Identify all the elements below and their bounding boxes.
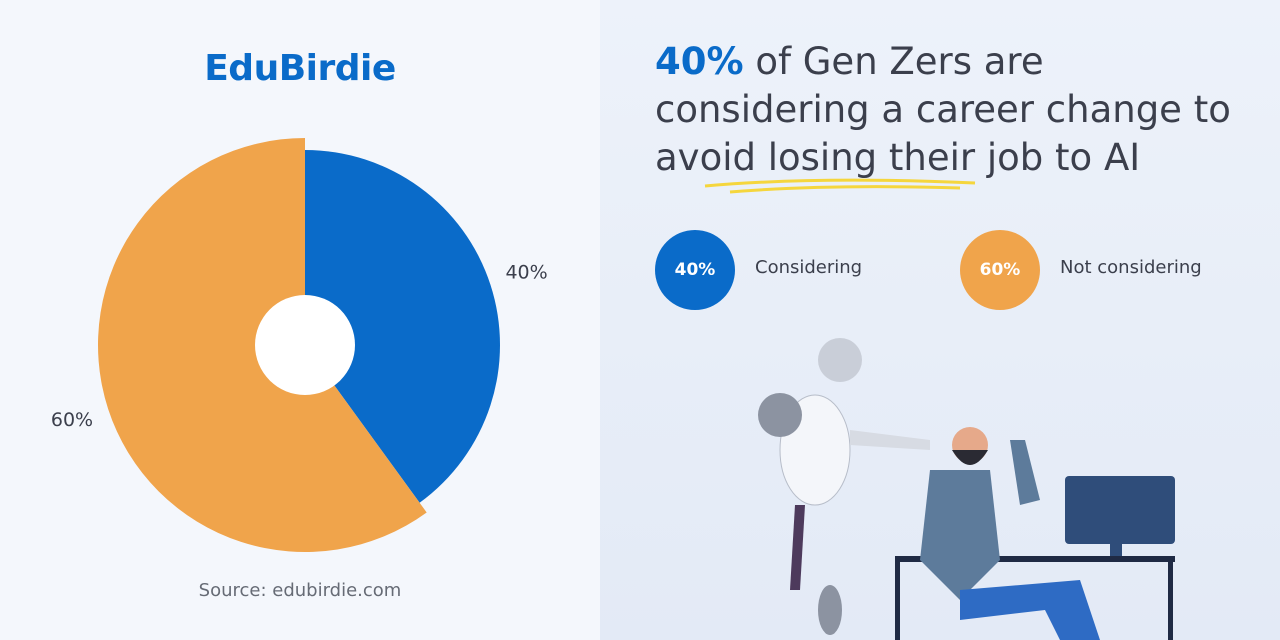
illustration bbox=[758, 338, 1175, 640]
pie-hole bbox=[255, 295, 355, 395]
robot-knee bbox=[818, 585, 842, 635]
title-lead: 40% bbox=[655, 40, 744, 83]
legend-label: Considering bbox=[755, 257, 863, 278]
legend-label: Not considering bbox=[1060, 257, 1202, 278]
robot-shoulder bbox=[758, 393, 802, 437]
title-text: of Gen Zers are considering a career cha… bbox=[655, 40, 1231, 179]
robot-arm bbox=[850, 430, 930, 450]
desk-leg bbox=[895, 556, 900, 640]
beard bbox=[952, 450, 988, 465]
legend-swatch: 40% bbox=[655, 230, 735, 310]
desk-leg bbox=[1168, 556, 1173, 640]
chart-title: 40% of Gen Zers are considering a career… bbox=[655, 38, 1255, 182]
person-body bbox=[920, 470, 1000, 600]
desk bbox=[895, 556, 1175, 562]
pie-label: 40% bbox=[505, 261, 547, 283]
pie-slice bbox=[305, 150, 500, 503]
brand: EduBirdie bbox=[204, 48, 396, 89]
robot-leg bbox=[790, 505, 805, 590]
monitor-stand bbox=[1110, 544, 1122, 556]
underline bbox=[704, 178, 976, 194]
person-legs bbox=[960, 580, 1100, 640]
person-arm bbox=[1010, 440, 1040, 505]
robot-head bbox=[818, 338, 862, 382]
legend-swatch: 60% bbox=[960, 230, 1040, 310]
monitor bbox=[1065, 476, 1175, 544]
pie-label: 60% bbox=[51, 409, 93, 431]
source: Source: edubirdie.com bbox=[198, 580, 402, 601]
